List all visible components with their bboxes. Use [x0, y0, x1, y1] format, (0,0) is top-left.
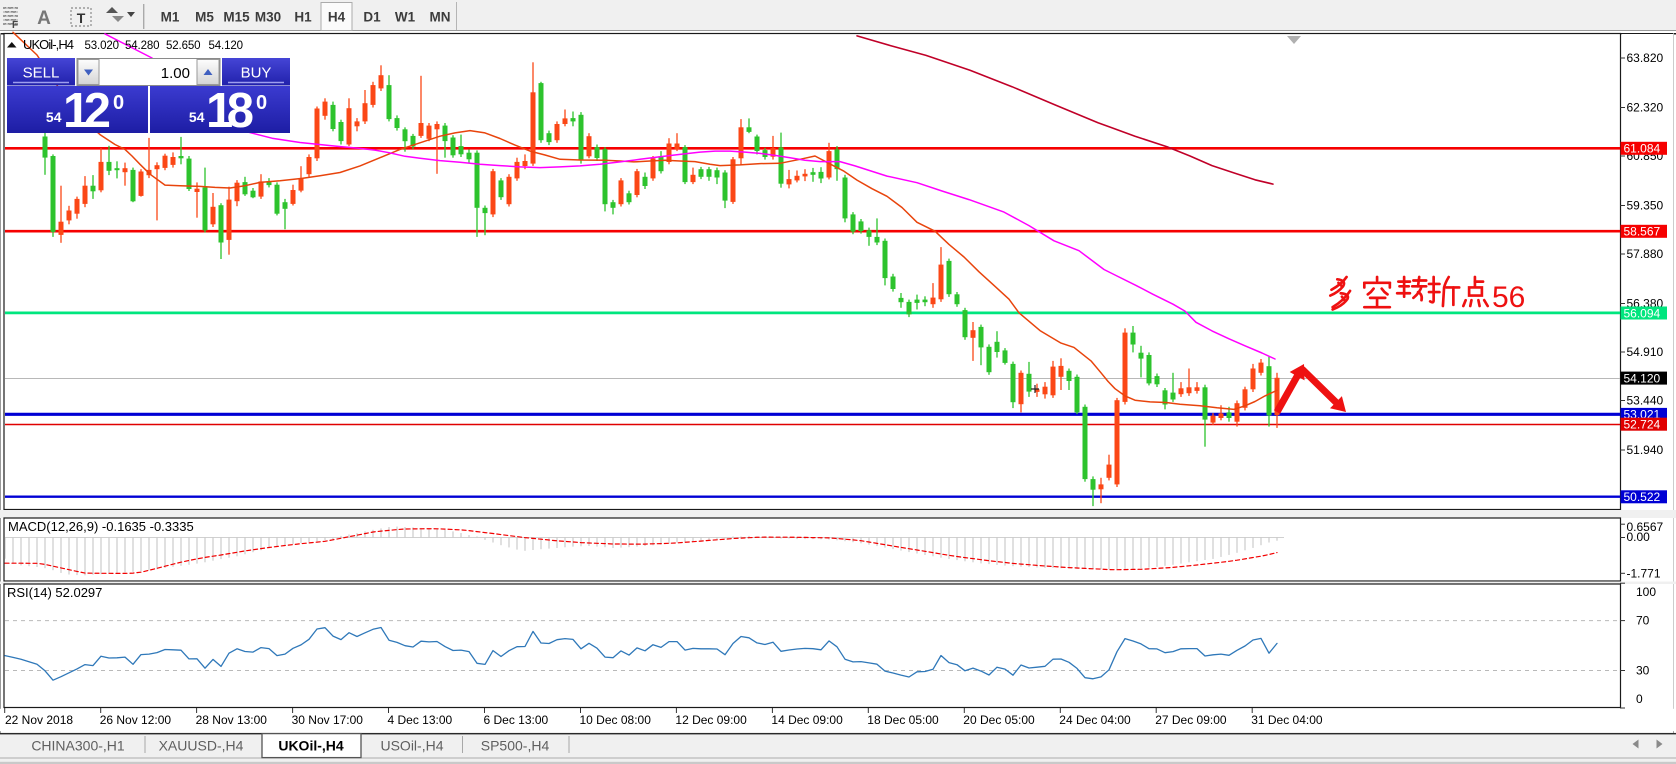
- svg-text:54: 54: [46, 109, 62, 125]
- svg-text:52.650: 52.650: [166, 40, 201, 52]
- svg-text:UKOil-,H4: UKOil-,H4: [23, 37, 74, 52]
- svg-text:W1: W1: [395, 10, 416, 25]
- svg-text:10 Dec 08:00: 10 Dec 08:00: [580, 713, 652, 727]
- svg-text:A: A: [37, 8, 51, 29]
- svg-text:1.00: 1.00: [161, 65, 190, 82]
- svg-text:USOil-,H4: USOil-,H4: [380, 738, 443, 754]
- svg-text:M1: M1: [161, 10, 180, 25]
- svg-text:26 Nov 12:00: 26 Nov 12:00: [100, 713, 172, 727]
- svg-text:0: 0: [113, 92, 124, 114]
- svg-text:22 Nov 2018: 22 Nov 2018: [5, 713, 73, 727]
- svg-text:MN: MN: [430, 10, 451, 25]
- svg-text:CHINA300-,H1: CHINA300-,H1: [31, 738, 125, 754]
- svg-text:31 Dec 04:00: 31 Dec 04:00: [1251, 713, 1323, 727]
- svg-text:57.880: 57.880: [1627, 247, 1664, 261]
- svg-text:H1: H1: [294, 10, 312, 25]
- svg-text:0: 0: [1636, 692, 1643, 706]
- svg-text:H4: H4: [328, 10, 346, 25]
- svg-text:53.440: 53.440: [1627, 394, 1664, 408]
- svg-text:54.120: 54.120: [1624, 371, 1661, 385]
- svg-text:XAUUSD-,H4: XAUUSD-,H4: [159, 738, 244, 754]
- svg-text:UKOil-,H4: UKOil-,H4: [278, 738, 344, 754]
- svg-text:14 Dec 09:00: 14 Dec 09:00: [771, 713, 843, 727]
- svg-text:SP500-,H4: SP500-,H4: [481, 738, 550, 754]
- svg-text:MACD(12,26,9) -0.1635 -0.3335: MACD(12,26,9) -0.1635 -0.3335: [8, 519, 194, 534]
- svg-text:54.280: 54.280: [125, 40, 160, 52]
- svg-text:BUY: BUY: [241, 65, 272, 82]
- svg-text:18 Dec 05:00: 18 Dec 05:00: [867, 713, 939, 727]
- svg-text:0.00: 0.00: [1627, 530, 1651, 544]
- svg-text:54: 54: [189, 109, 205, 125]
- svg-text:4 Dec 13:00: 4 Dec 13:00: [388, 713, 453, 727]
- svg-text:61.084: 61.084: [1624, 142, 1661, 156]
- svg-text:30: 30: [1636, 664, 1650, 678]
- svg-text:50.522: 50.522: [1624, 490, 1661, 504]
- svg-text:100: 100: [1636, 585, 1656, 599]
- svg-text:52.724: 52.724: [1624, 418, 1661, 432]
- svg-text:F: F: [12, 20, 18, 31]
- svg-text:54.120: 54.120: [209, 40, 244, 52]
- svg-text:12 Dec 09:00: 12 Dec 09:00: [675, 713, 747, 727]
- svg-text:56: 56: [1492, 281, 1525, 314]
- svg-text:24 Dec 04:00: 24 Dec 04:00: [1059, 713, 1131, 727]
- svg-text:RSI(14) 52.0297: RSI(14) 52.0297: [7, 585, 102, 600]
- svg-text:D1: D1: [363, 10, 381, 25]
- svg-text:62.320: 62.320: [1627, 101, 1664, 115]
- svg-text:51.940: 51.940: [1627, 443, 1664, 457]
- svg-text:0.6567: 0.6567: [1627, 520, 1664, 534]
- svg-text:6 Dec 13:00: 6 Dec 13:00: [484, 713, 549, 727]
- svg-text:20 Dec 05:00: 20 Dec 05:00: [963, 713, 1035, 727]
- svg-text:54.910: 54.910: [1627, 345, 1664, 359]
- svg-text:63.820: 63.820: [1627, 51, 1664, 65]
- svg-text:30 Nov 17:00: 30 Nov 17:00: [292, 713, 364, 727]
- svg-text:M15: M15: [223, 10, 250, 25]
- svg-text:SELL: SELL: [23, 65, 60, 82]
- svg-text:-1.771: -1.771: [1627, 567, 1661, 581]
- svg-text:12: 12: [63, 84, 111, 138]
- svg-text:70: 70: [1636, 614, 1650, 628]
- svg-text:27 Dec 09:00: 27 Dec 09:00: [1155, 713, 1227, 727]
- svg-text:59.350: 59.350: [1627, 199, 1664, 213]
- svg-text:M30: M30: [255, 10, 281, 25]
- svg-text:0: 0: [256, 92, 267, 114]
- svg-text:M5: M5: [195, 10, 214, 25]
- svg-text:28 Nov 13:00: 28 Nov 13:00: [196, 713, 268, 727]
- svg-text:18: 18: [206, 84, 254, 138]
- svg-text:58.567: 58.567: [1624, 225, 1661, 239]
- svg-text:56.094: 56.094: [1624, 306, 1661, 320]
- svg-text:T: T: [77, 10, 86, 26]
- svg-text:53.020: 53.020: [85, 40, 120, 52]
